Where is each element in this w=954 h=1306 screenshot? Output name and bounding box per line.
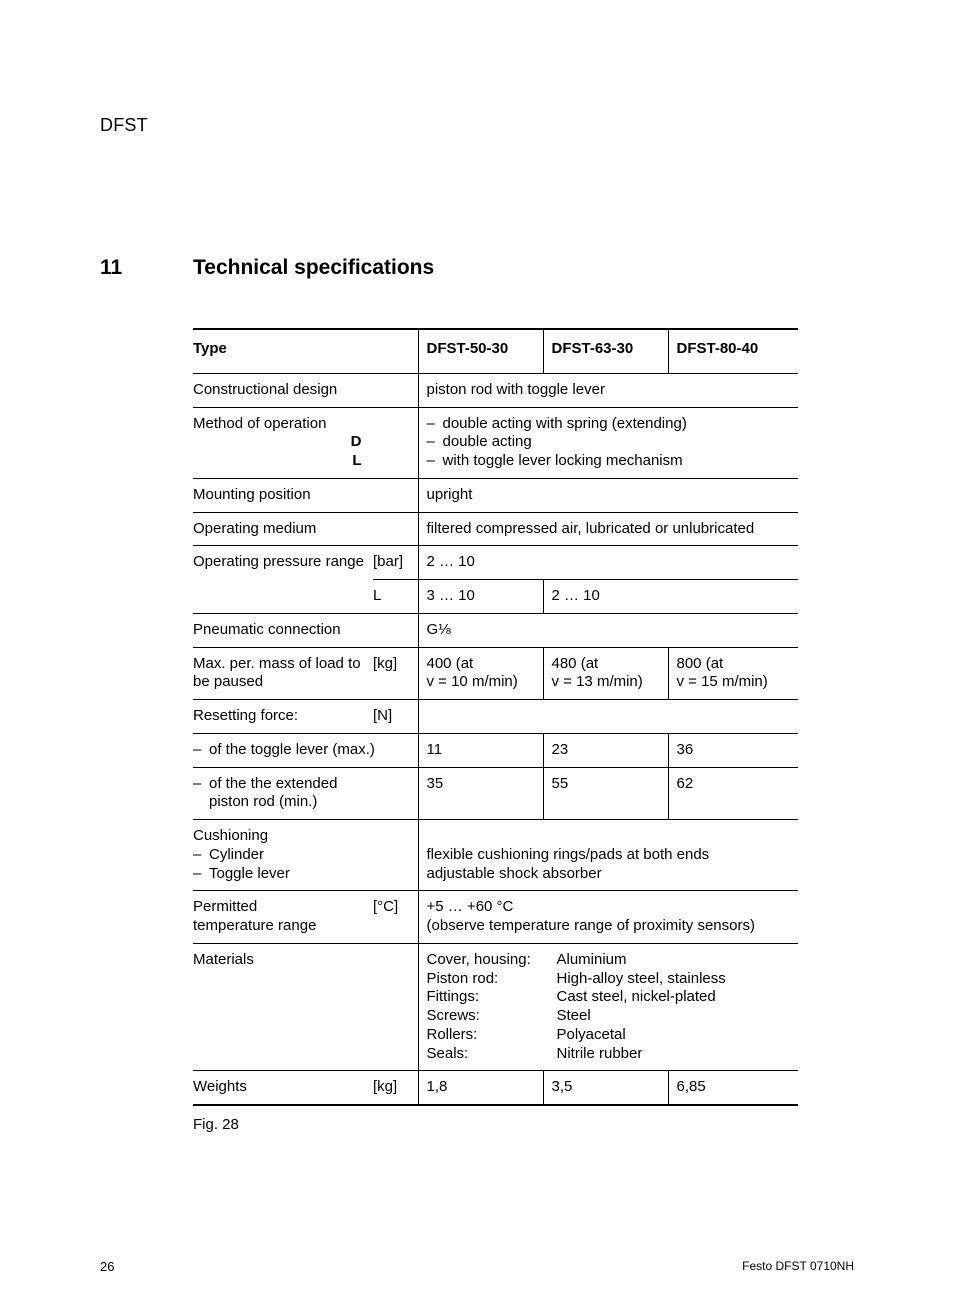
row-pneumatic-value: G⅛ (418, 613, 798, 647)
row-reset-piston-label: –of the the extendedpiston rod (min.) (193, 767, 418, 820)
method-sub-d: D (351, 433, 362, 450)
row-reset-unit: [N] (373, 700, 418, 734)
row-weights-c5: 6,85 (668, 1071, 798, 1105)
footer-doc-id: Festo DFST 0710NH (742, 1259, 854, 1274)
col-dfst-50-30: DFST-50-30 (418, 329, 543, 373)
method-item-1: double acting with spring (extending) (443, 415, 687, 434)
row-method-value: –double acting with spring (extending) –… (418, 407, 798, 478)
row-cushion-value: flexible cushioning rings/pads at both e… (418, 820, 798, 891)
row-reset-empty (418, 700, 798, 734)
row-mass-label: Max. per. mass of load to be paused (193, 647, 373, 700)
row-reset-toggle-label: –of the toggle lever (max.) (193, 733, 418, 767)
row-mass-c5: 800 (atv = 15 m/min) (668, 647, 798, 700)
method-sub-l: L (352, 452, 361, 469)
row-mounting-value: upright (418, 478, 798, 512)
spec-table: Type DFST-50-30 DFST-63-30 DFST-80-40 Co… (193, 328, 798, 1106)
row-reset-toggle-c3: 11 (418, 733, 543, 767)
page-number: 26 (100, 1259, 114, 1274)
col-type: Type (193, 329, 418, 373)
row-reset-toggle-c5: 36 (668, 733, 798, 767)
row-weights-c4: 3,5 (543, 1071, 668, 1105)
row-medium-label: Operating medium (193, 512, 418, 546)
col-dfst-63-30: DFST-63-30 (543, 329, 668, 373)
row-pressure-l-c3: 3 … 10 (418, 580, 543, 614)
row-pressure-label: Operating pressure range (193, 546, 373, 614)
row-materials-value: Cover, housing:Aluminium Piston rod:High… (418, 943, 798, 1071)
method-item-3: with toggle lever locking mechanism (443, 452, 683, 471)
row-mass-c3: 400 (atv = 10 m/min) (418, 647, 543, 700)
col-dfst-80-40: DFST-80-40 (668, 329, 798, 373)
document-header: DFST (100, 115, 854, 136)
row-reset-piston-c4: 55 (543, 767, 668, 820)
row-mass-c4: 480 (atv = 13 m/min) (543, 647, 668, 700)
row-reset-piston-c5: 62 (668, 767, 798, 820)
row-materials-label: Materials (193, 943, 418, 1071)
row-reset-label: Resetting force: (193, 700, 373, 734)
row-temp-label: Permittedtemperature range (193, 891, 373, 944)
row-temp-value: +5 … +60 °C(observe temperature range of… (418, 891, 798, 944)
row-pressure-value: 2 … 10 (418, 546, 798, 580)
row-pressure-unit: [bar] (373, 546, 418, 580)
row-medium-value: filtered compressed air, lubricated or u… (418, 512, 798, 546)
row-weights-label: Weights (193, 1071, 373, 1105)
row-constructional-value: piston rod with toggle lever (418, 373, 798, 407)
method-label-text: Method of operation (193, 415, 326, 432)
section-title: Technical specifications (193, 256, 434, 280)
row-weights-c3: 1,8 (418, 1071, 543, 1105)
row-mass-unit: [kg] (373, 647, 418, 700)
row-pneumatic-label: Pneumatic connection (193, 613, 418, 647)
row-mounting-label: Mounting position (193, 478, 418, 512)
row-constructional-label: Constructional design (193, 373, 418, 407)
figure-caption: Fig. 28 (193, 1116, 854, 1133)
row-method-label: Method of operation D L (193, 407, 418, 478)
row-cushion-label: Cushioning –Cylinder –Toggle lever (193, 820, 418, 891)
row-weights-unit: [kg] (373, 1071, 418, 1105)
row-reset-piston-c3: 35 (418, 767, 543, 820)
row-temp-unit: [°C] (373, 891, 418, 944)
method-item-2: double acting (443, 433, 532, 452)
row-pressure-l-c45: 2 … 10 (543, 580, 798, 614)
row-pressure-l-label: L (373, 580, 418, 614)
section-number: 11 (100, 256, 193, 280)
row-reset-toggle-c4: 23 (543, 733, 668, 767)
